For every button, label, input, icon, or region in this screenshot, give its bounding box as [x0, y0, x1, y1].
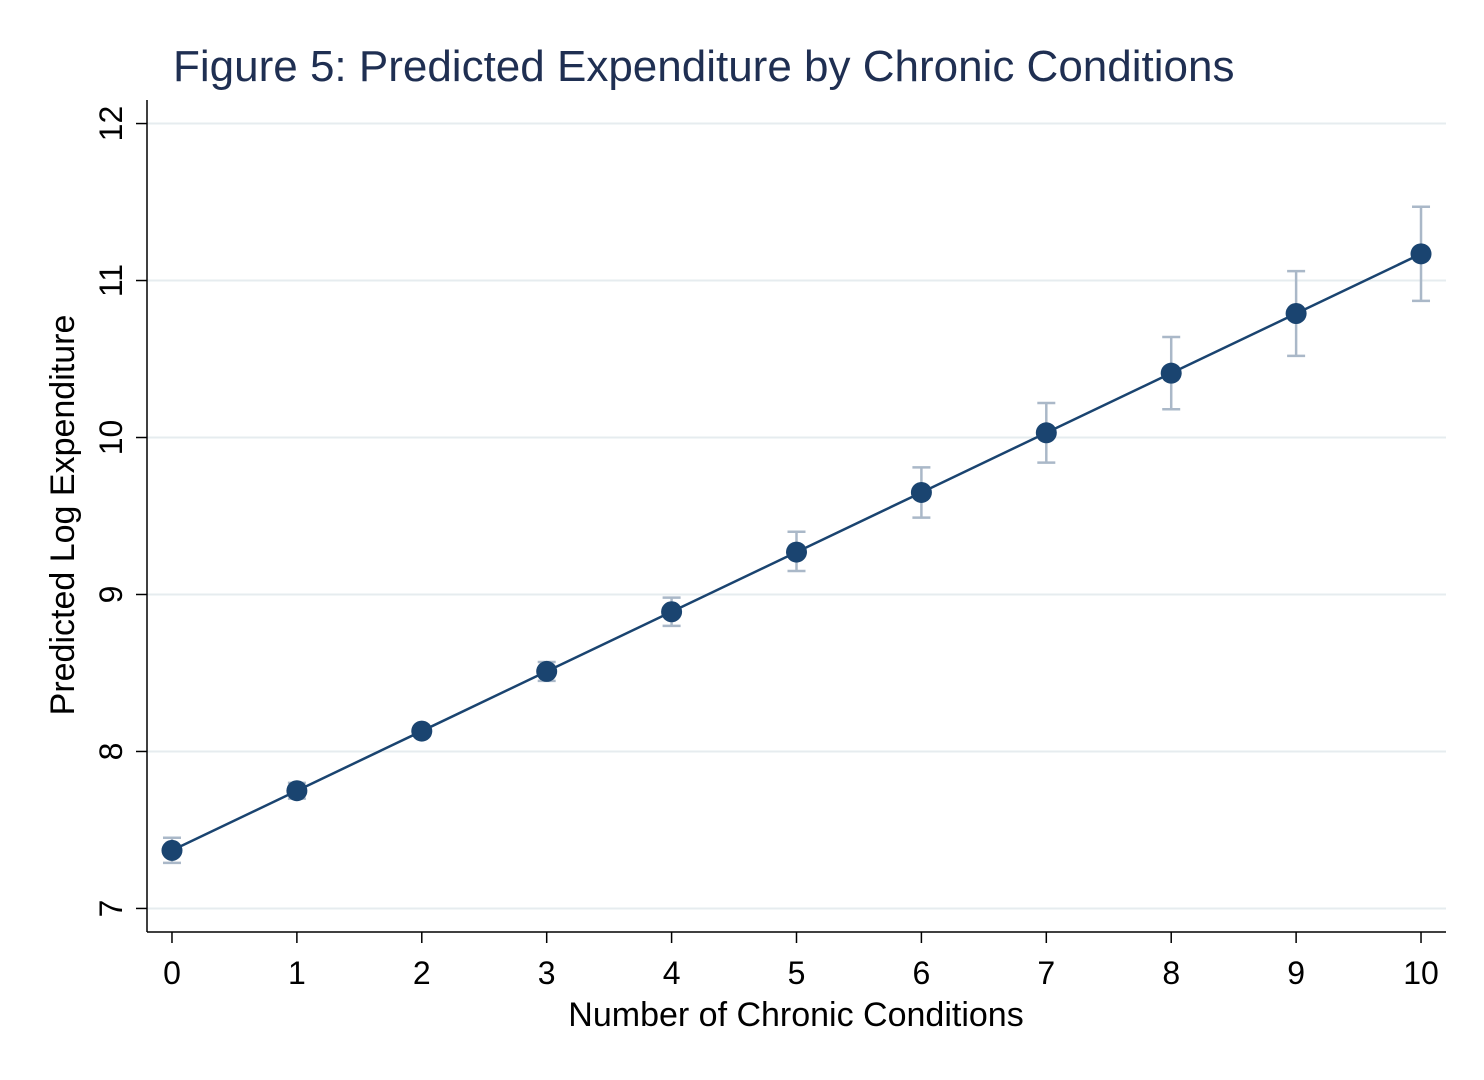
- data-point-6: [910, 481, 932, 503]
- x-tick-label-0: 0: [163, 955, 181, 991]
- y-tick-label-3: 10: [93, 420, 129, 456]
- x-tick-label-8: 8: [1162, 955, 1180, 991]
- x-tick-label-4: 4: [663, 955, 681, 991]
- y-tick-label-1: 8: [93, 743, 129, 761]
- x-tick-label-9: 9: [1287, 955, 1305, 991]
- y-tick-label-5: 12: [93, 106, 129, 142]
- data-point-4: [661, 601, 683, 623]
- data-point-2: [411, 720, 433, 742]
- data-point-3: [536, 660, 558, 682]
- x-tick-label-3: 3: [538, 955, 556, 991]
- x-ticks: 0 1 2 3 4 5 6 7 8 9 10: [163, 932, 1439, 991]
- x-tick-label-2: 2: [413, 955, 431, 991]
- y-axis-label: Predicted Log Expenditure: [44, 315, 82, 716]
- y-ticks: 7 8 9 10 11 12: [93, 106, 147, 918]
- y-tick-label-0: 7: [93, 900, 129, 918]
- x-tick-label-6: 6: [913, 955, 931, 991]
- data-point-0: [161, 839, 183, 861]
- x-tick-label-5: 5: [788, 955, 806, 991]
- data-point-9: [1285, 302, 1307, 324]
- x-axis-label: Number of Chronic Conditions: [568, 996, 1023, 1034]
- x-tick-label-7: 7: [1037, 955, 1055, 991]
- y-tick-label-2: 9: [93, 586, 129, 604]
- data-point-5: [786, 541, 807, 563]
- chart-title: Figure 5: Predicted Expenditure by Chron…: [173, 42, 1234, 91]
- data-point-8: [1160, 362, 1182, 384]
- data-point-7: [1035, 422, 1057, 444]
- x-tick-label-10: 10: [1403, 955, 1439, 991]
- data-point-1: [286, 780, 308, 802]
- grid: [147, 122, 1446, 910]
- data-point-10: [1410, 243, 1432, 265]
- points: [161, 243, 1432, 861]
- y-tick-label-4: 11: [93, 264, 129, 297]
- x-tick-label-1: 1: [288, 955, 306, 991]
